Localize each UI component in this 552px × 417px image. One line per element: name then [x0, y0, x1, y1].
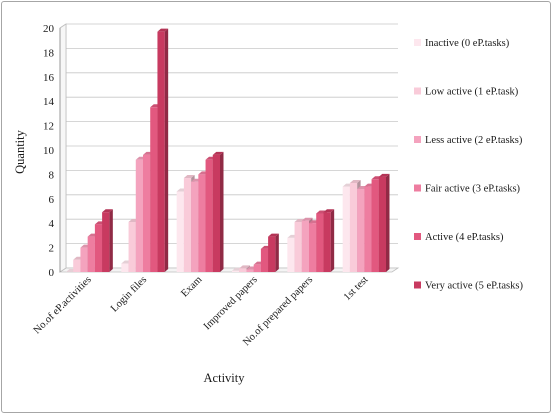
bar-top — [349, 179, 361, 183]
x-category-label: Exam — [179, 274, 204, 299]
legend-label: Low active (1 eP.task) — [425, 87, 519, 98]
bar-front — [246, 269, 254, 272]
bar-front — [260, 248, 269, 272]
bar-front — [239, 268, 247, 272]
bar-front — [364, 186, 372, 272]
bar-front — [73, 259, 81, 272]
bar-front — [198, 174, 206, 272]
bar-front — [309, 223, 317, 272]
bar-top — [239, 265, 250, 269]
bar — [157, 28, 169, 272]
bar — [323, 209, 335, 272]
y-tick-label: 18 — [43, 47, 55, 59]
legend-item: Low active (1 eP.task) — [414, 87, 519, 98]
bar-front — [87, 236, 95, 272]
bar-front — [143, 154, 151, 272]
y-tick-label: 16 — [43, 72, 55, 84]
y-tick-label: 12 — [43, 121, 54, 133]
bar-side — [386, 173, 390, 272]
legend-item: Less active (2 eP.tasks) — [414, 135, 523, 146]
y-tick-label: 8 — [49, 169, 55, 181]
bar — [268, 233, 279, 272]
y-tick-label: 4 — [49, 218, 55, 230]
legend-swatch — [414, 136, 421, 143]
gridlines — [59, 23, 398, 273]
bar-top — [157, 28, 169, 32]
legend-swatch — [414, 184, 421, 192]
bar-front — [294, 221, 302, 272]
bar-front — [378, 176, 386, 272]
bar-top — [323, 209, 335, 213]
x-category-label: Improved papers — [202, 274, 260, 332]
bar-front — [342, 186, 350, 272]
y-tick-label: 10 — [43, 145, 55, 157]
y-tick-label: 6 — [49, 194, 55, 206]
bar-front — [157, 31, 165, 272]
bar-front — [316, 213, 324, 272]
legend-swatch — [414, 87, 421, 95]
y-tick-label: 2 — [49, 243, 55, 255]
legend-item: Very active (5 eP.tasks) — [414, 281, 523, 292]
bar-front — [357, 189, 365, 272]
bar-top — [378, 173, 390, 177]
bar — [212, 151, 224, 272]
bar-front — [301, 220, 309, 272]
bar — [102, 209, 113, 272]
legend: Inactive (0 eP.tasks) Low active (1 eP.ta… — [414, 38, 523, 292]
legend-label: Inactive (0 eP.tasks) — [425, 38, 510, 49]
bar-front — [323, 212, 331, 272]
bar-front — [212, 154, 220, 272]
legend-swatch — [414, 281, 421, 289]
bar-top — [183, 175, 195, 179]
bar-top — [301, 217, 313, 221]
bar-side — [164, 28, 169, 272]
x-category-label: Login files — [109, 274, 149, 314]
y-axis-title: Quantity — [13, 129, 27, 173]
x-category-label: 1st test — [342, 274, 371, 303]
bar-top — [102, 209, 113, 213]
bar-front — [287, 237, 295, 272]
bar — [378, 173, 390, 272]
bar-chart: 0 2 4 6 8 10 12 14 16 18 20 No.of eP.activities Logi… — [13, 23, 523, 385]
legend-label: Fair active (3 eP.tasks) — [425, 184, 521, 195]
bar-front — [94, 224, 103, 272]
x-category-label: No.of eP.activities — [32, 274, 94, 336]
bar-front — [80, 247, 88, 272]
bar-side — [109, 209, 113, 272]
bar-front — [232, 270, 240, 272]
legend-item: Inactive (0 eP.tasks) — [414, 38, 510, 49]
bar-front — [102, 212, 110, 272]
legend-swatch — [414, 39, 421, 46]
bar-front — [371, 179, 379, 272]
bar-front — [349, 182, 358, 272]
bar-top — [212, 151, 224, 155]
x-axis-title: Activity — [204, 371, 246, 385]
bar-front — [191, 181, 199, 272]
bar-front — [205, 159, 213, 272]
y-tick-label: 0 — [49, 267, 55, 279]
legend-label: Very active (5 eP.tasks) — [425, 281, 523, 292]
bar-front — [135, 159, 143, 272]
bar-top — [268, 233, 279, 237]
bar-front — [268, 236, 276, 272]
bar-side — [330, 209, 335, 272]
bar-front — [150, 107, 158, 272]
bar-front — [176, 191, 184, 272]
legend-label: Active (4 eP.tasks) — [425, 232, 504, 243]
side-wall — [59, 23, 67, 273]
legend-item: Fair active (3 eP.tasks) — [414, 184, 521, 195]
bar-side — [275, 233, 279, 272]
bar-front — [128, 221, 136, 272]
bar-side — [220, 151, 224, 272]
legend-swatch — [414, 233, 421, 240]
legend-label: Less active (2 eP.tasks) — [425, 135, 523, 146]
bar-front — [183, 178, 192, 272]
bars — [66, 28, 390, 272]
legend-item: Active (4 eP.tasks) — [414, 232, 504, 243]
bar-front — [253, 264, 261, 272]
bar-front — [121, 263, 129, 272]
y-tick-label: 14 — [43, 96, 55, 108]
y-tick-label: 20 — [43, 23, 55, 35]
